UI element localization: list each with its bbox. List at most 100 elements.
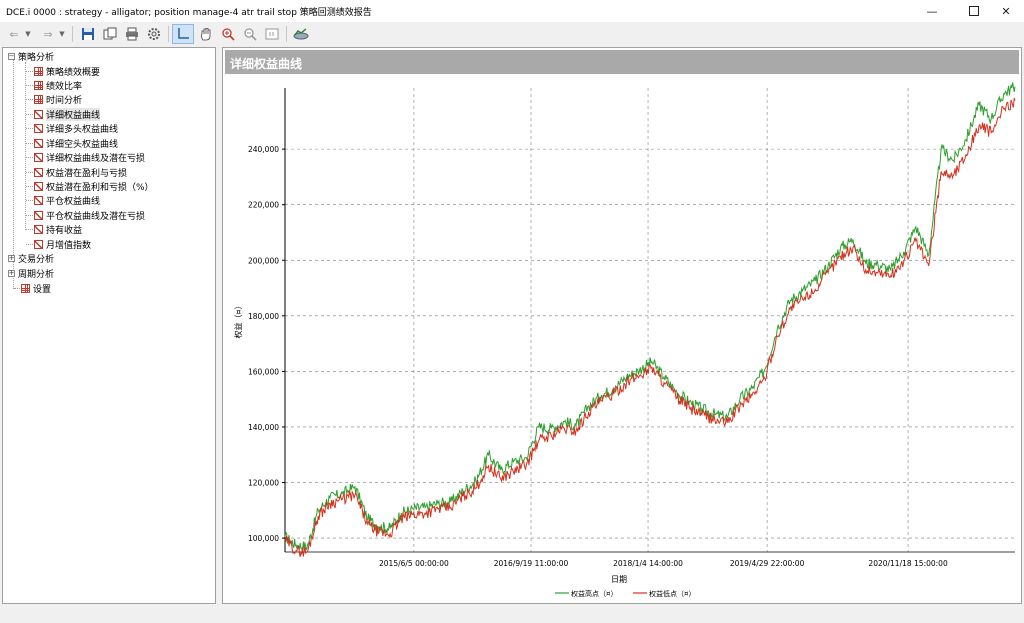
back-button[interactable]: ⇐ — [4, 24, 24, 44]
copy-icon — [103, 27, 117, 40]
x-tick-label: 2016/9/19 11:00:00 — [494, 559, 569, 568]
y-tick-label: 220,000 — [248, 201, 279, 210]
forward-arrow-icon: ⇒ — [43, 27, 53, 41]
actual-size-button[interactable] — [262, 24, 282, 44]
y-tick-label: 180,000 — [248, 312, 279, 321]
maximize-button[interactable] — [956, 0, 992, 22]
equity-low-series-line — [284, 97, 1016, 557]
legend-high-label: 权益高点（¤） — [571, 589, 617, 598]
collapse-icon[interactable]: − — [8, 51, 15, 60]
tree-item-label: 时间分析 — [46, 95, 83, 106]
tree-item-label: 持有收益 — [46, 225, 83, 236]
title-bar: DCE.i 0000 : strategy - alligator; posit… — [0, 0, 1024, 22]
x-tick-label: 2018/1/4 14:00:00 — [613, 559, 683, 568]
minimize-button[interactable]: — — [914, 0, 950, 22]
toolbar-separator — [168, 26, 169, 42]
tree-connector — [26, 200, 33, 201]
tree-connector — [26, 143, 33, 144]
tree-item-potential-profit-loss-pct[interactable]: 权益潜在盈利和亏损（%） — [34, 179, 154, 193]
toolbar: ⇐ ▼ ⇒ ▼ — [0, 22, 1024, 46]
crosshair-cursor-icon — [178, 28, 189, 39]
tree-item-equity-curve-drawdown[interactable]: 详细权益曲线及潜在亏损 — [34, 150, 145, 164]
chart-report-icon — [34, 195, 43, 205]
save-icon — [82, 28, 94, 40]
tree-item-label: 平仓权益曲线 — [46, 196, 101, 207]
tree-connector — [26, 71, 33, 72]
tree-connector — [26, 215, 33, 216]
tree-item-label: 权益潜在盈利与亏损 — [46, 168, 128, 179]
chart-grid — [285, 88, 1015, 553]
settings-button[interactable] — [144, 24, 164, 44]
close-button[interactable]: ✕ — [988, 0, 1024, 22]
zoom-in-icon — [222, 28, 235, 41]
equity-curve-chart[interactable]: 100,000 120,000 140,000 160,000 180,000 200,0… — [223, 76, 1021, 603]
pan-tool-button[interactable] — [196, 24, 216, 44]
copy-button[interactable] — [100, 24, 120, 44]
tree-item-performance-summary[interactable]: 策略绩效概要 — [34, 64, 100, 78]
tree-item-holding-return[interactable]: 持有收益 — [34, 222, 82, 236]
grid-report-icon — [21, 283, 30, 293]
tree-node-label: 周期分析 — [18, 269, 55, 280]
tree-node-trade-analysis[interactable]: + 交易分析 — [8, 251, 54, 265]
x-axis-ticks: 2015/6/5 00:00:00 2016/9/19 11:00:00 2018/… — [379, 559, 948, 568]
panel-title: 详细权益曲线 — [230, 57, 303, 71]
tree-connector — [26, 128, 33, 129]
crosshair-tool-button[interactable] — [172, 24, 194, 44]
tree-item-short-equity-curve[interactable]: 详细空头权益曲线 — [34, 136, 118, 150]
tree-item-monthly-value-index[interactable]: 月增值指数 — [34, 237, 91, 251]
tree-connector — [26, 157, 33, 158]
y-tick-label: 200,000 — [248, 256, 279, 265]
chart-report-icon — [34, 109, 43, 119]
close-icon: ✕ — [1001, 4, 1011, 18]
print-button[interactable] — [122, 24, 142, 44]
tree-connector — [26, 229, 33, 230]
chart-report-icon — [34, 123, 43, 133]
expand-icon[interactable]: + — [8, 268, 15, 277]
tree-item-label: 详细空头权益曲线 — [46, 139, 119, 150]
tree-node-settings[interactable]: 设置 — [21, 281, 51, 295]
equity-high-series-line — [284, 82, 1016, 552]
tree-node-period-analysis[interactable]: + 周期分析 — [8, 266, 54, 280]
back-dropdown-button[interactable]: ▼ — [22, 24, 34, 44]
grid-report-icon — [34, 66, 43, 76]
tree-item-closed-equity-drawdown[interactable]: 平仓权益曲线及潜在亏损 — [34, 208, 145, 222]
grid-report-icon — [34, 80, 43, 90]
x-axis-label: 日期 — [611, 575, 627, 584]
tree-item-time-analysis[interactable]: 时间分析 — [34, 92, 82, 106]
zoom-out-button[interactable] — [240, 24, 260, 44]
actual-size-icon — [265, 28, 279, 40]
tree-item-detailed-equity-curve[interactable]: 详细权益曲线 — [34, 107, 101, 121]
chart-report-icon — [34, 138, 43, 148]
chart-type-button[interactable] — [290, 24, 312, 44]
status-bar — [0, 606, 1024, 623]
dropdown-arrow-icon: ▼ — [59, 30, 65, 38]
window-title: DCE.i 0000 : strategy - alligator; posit… — [6, 8, 372, 18]
expand-icon[interactable]: + — [8, 253, 15, 262]
grid-report-icon — [34, 94, 43, 104]
hand-icon — [200, 28, 211, 41]
printer-icon — [126, 27, 138, 41]
tree-item-performance-ratios[interactable]: 绩效比率 — [34, 78, 82, 92]
tree-connector — [26, 114, 33, 115]
back-arrow-icon: ⇐ — [9, 27, 19, 41]
chart-report-icon — [34, 152, 43, 162]
tree-item-label: 平仓权益曲线及潜在亏损 — [46, 211, 146, 222]
tree-item-label: 月增值指数 — [46, 240, 92, 251]
chart-report-icon — [34, 239, 43, 249]
chart-report-icon — [34, 167, 43, 177]
report-navigation-tree: − 策略分析 策略绩效概要 绩效比率 时间分析 详细权益曲线 详细多头权益曲线 … — [2, 47, 216, 604]
tree-node-strategy-analysis[interactable]: − 策略分析 — [8, 49, 54, 63]
y-tick-label: 140,000 — [248, 423, 279, 432]
forward-button[interactable]: ⇒ — [38, 24, 58, 44]
tree-item-closed-equity-curve[interactable]: 平仓权益曲线 — [34, 193, 100, 207]
tree-node-label: 策略分析 — [18, 52, 55, 63]
tree-item-potential-profit-loss[interactable]: 权益潜在盈利与亏损 — [34, 165, 127, 179]
chart-report-icon — [34, 224, 43, 234]
toolbar-separator — [286, 26, 287, 42]
save-button[interactable] — [78, 24, 98, 44]
tree-node-label: 交易分析 — [18, 254, 55, 265]
tree-item-long-equity-curve[interactable]: 详细多头权益曲线 — [34, 121, 118, 135]
zoom-in-button[interactable] — [218, 24, 238, 44]
forward-dropdown-button[interactable]: ▼ — [56, 24, 68, 44]
report-panel: 详细权益曲线 100,000 120,000 140,000 160,000 180,0… — [222, 47, 1022, 604]
